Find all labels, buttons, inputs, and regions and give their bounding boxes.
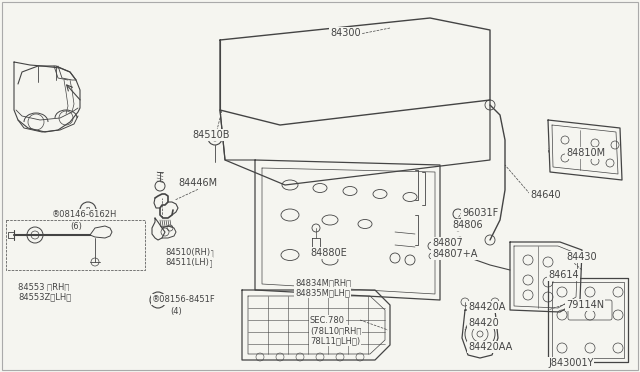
Text: 84511(LH): 84511(LH) xyxy=(165,258,209,267)
Text: 84510（RH）: 84510（RH） xyxy=(165,248,214,257)
Text: 84420A: 84420A xyxy=(468,302,506,312)
Text: ®08146-6162H: ®08146-6162H xyxy=(52,210,117,219)
Text: 79114N: 79114N xyxy=(566,300,604,310)
Text: ®08156-8451F: ®08156-8451F xyxy=(152,295,216,304)
Text: 84807: 84807 xyxy=(432,238,463,248)
Text: 84430: 84430 xyxy=(566,252,596,262)
Text: (4): (4) xyxy=(170,307,182,316)
Text: (78L10（RH）: (78L10（RH） xyxy=(310,326,362,335)
Text: 96031F: 96031F xyxy=(462,208,499,218)
Text: 84553Z（LH）: 84553Z（LH） xyxy=(18,292,71,301)
Text: 84810M: 84810M xyxy=(566,148,605,158)
Text: 84806: 84806 xyxy=(452,220,483,230)
Text: 84880E: 84880E xyxy=(310,248,347,258)
Text: 84835M（LH）: 84835M（LH） xyxy=(295,288,350,297)
Text: 84807+A: 84807+A xyxy=(432,249,477,259)
Text: (6): (6) xyxy=(70,222,82,231)
Text: 84511（LH）: 84511（LH） xyxy=(165,258,212,267)
Text: 84446M: 84446M xyxy=(178,178,217,188)
Text: 84420: 84420 xyxy=(468,318,499,328)
Text: 84300: 84300 xyxy=(330,28,360,38)
Text: 84614: 84614 xyxy=(548,270,579,280)
Text: 84834M（RH）: 84834M（RH） xyxy=(295,278,351,287)
Text: B: B xyxy=(86,207,90,213)
Text: 84420AA: 84420AA xyxy=(468,342,512,352)
Text: 84510(RH): 84510(RH) xyxy=(165,248,210,257)
Text: 84553 （RH）: 84553 （RH） xyxy=(18,282,69,291)
Text: J843001Y: J843001Y xyxy=(548,358,593,368)
Text: 84640: 84640 xyxy=(530,190,561,200)
Text: SEC.780: SEC.780 xyxy=(310,316,345,325)
Text: 84510B: 84510B xyxy=(192,130,230,140)
Text: 78L11（LH）): 78L11（LH）) xyxy=(310,336,360,345)
Text: B: B xyxy=(156,297,161,303)
